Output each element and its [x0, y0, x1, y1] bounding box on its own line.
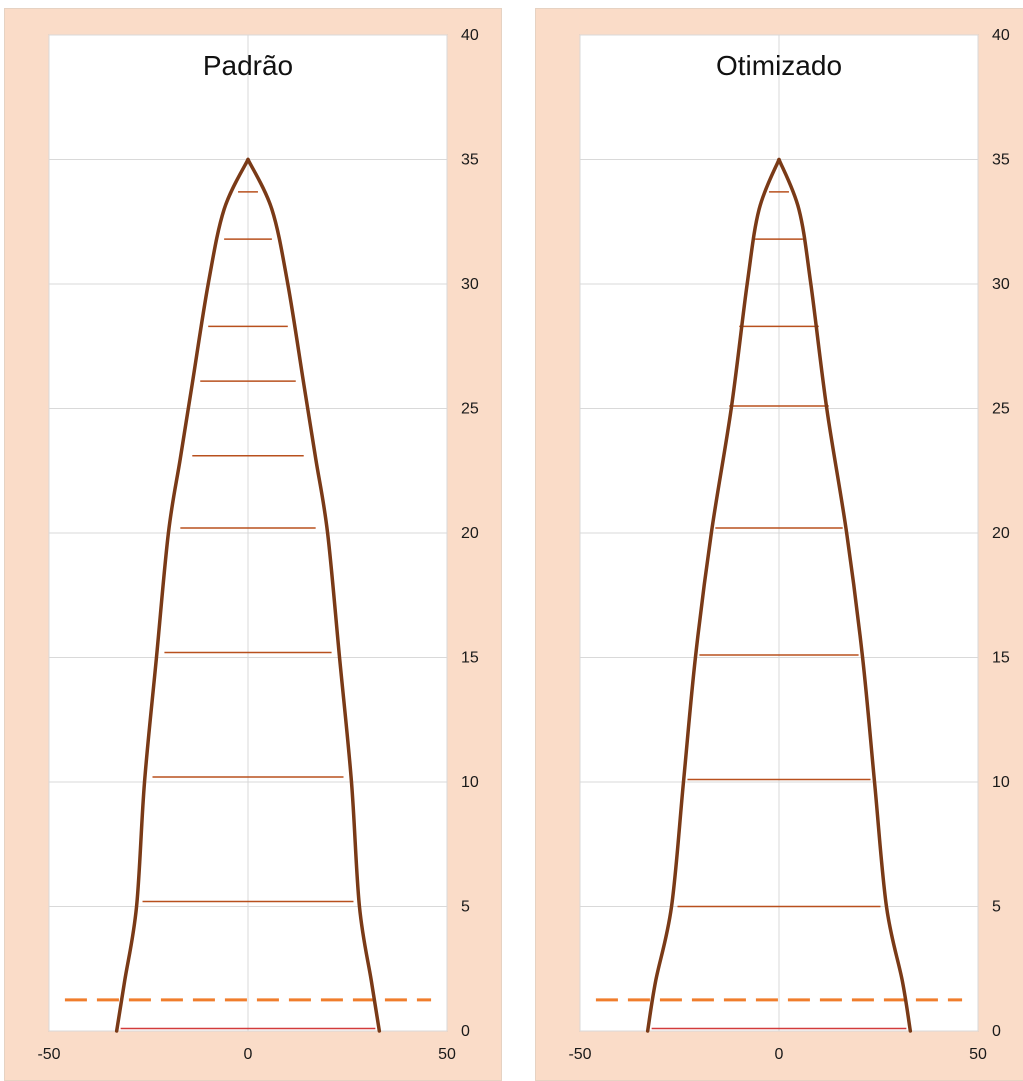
y-tick-label: 35: [992, 152, 1010, 169]
y-tick-label: 25: [461, 401, 479, 418]
y-tick-label: 15: [461, 650, 479, 667]
y-tick-label: 10: [461, 774, 479, 791]
y-tick-label: 10: [992, 774, 1010, 791]
y-tick-label: 40: [461, 27, 479, 44]
y-tick-label: 5: [992, 899, 1001, 916]
y-tick-label: 0: [461, 1023, 470, 1040]
y-tick-label: 0: [992, 1023, 1001, 1040]
y-tick-label: 30: [992, 276, 1010, 293]
y-tick-label: 40: [992, 27, 1010, 44]
x-tick-label: 50: [438, 1046, 456, 1063]
x-tick-label: 0: [775, 1046, 784, 1063]
x-tick-label: 50: [969, 1046, 987, 1063]
chart-title: Padrão: [203, 50, 293, 81]
x-tick-label: -50: [568, 1046, 591, 1063]
y-tick-label: 30: [461, 276, 479, 293]
y-tick-label: 25: [992, 401, 1010, 418]
chart-otimizado: 0 5 10 15 20 25 30 35 40 -50 0 50 Otimizado: [536, 9, 1023, 1080]
profile-curve-right: [246, 157, 382, 1033]
y-tick-label: 20: [992, 525, 1010, 542]
y-tick-label: 15: [992, 650, 1010, 667]
y-tick-label: 5: [461, 899, 470, 916]
y-tick-label: 20: [461, 525, 479, 542]
x-tick-label: 0: [244, 1046, 253, 1063]
chart-panel-padrao: 0 5 10 15 20 25 30 35 40 -50 0 50 Padrão: [4, 8, 502, 1081]
chart-padrao: 0 5 10 15 20 25 30 35 40 -50 0 50 Padrão: [5, 9, 501, 1080]
chart-title: Otimizado: [716, 50, 842, 81]
profile-curve-left: [645, 157, 781, 1033]
profile-curve-left: [114, 157, 250, 1033]
profile-curve-right: [777, 157, 913, 1033]
y-tick-label: 35: [461, 152, 479, 169]
chart-panel-otimizado: 0 5 10 15 20 25 30 35 40 -50 0 50 Otimizado: [535, 8, 1023, 1081]
x-tick-label: -50: [37, 1046, 60, 1063]
